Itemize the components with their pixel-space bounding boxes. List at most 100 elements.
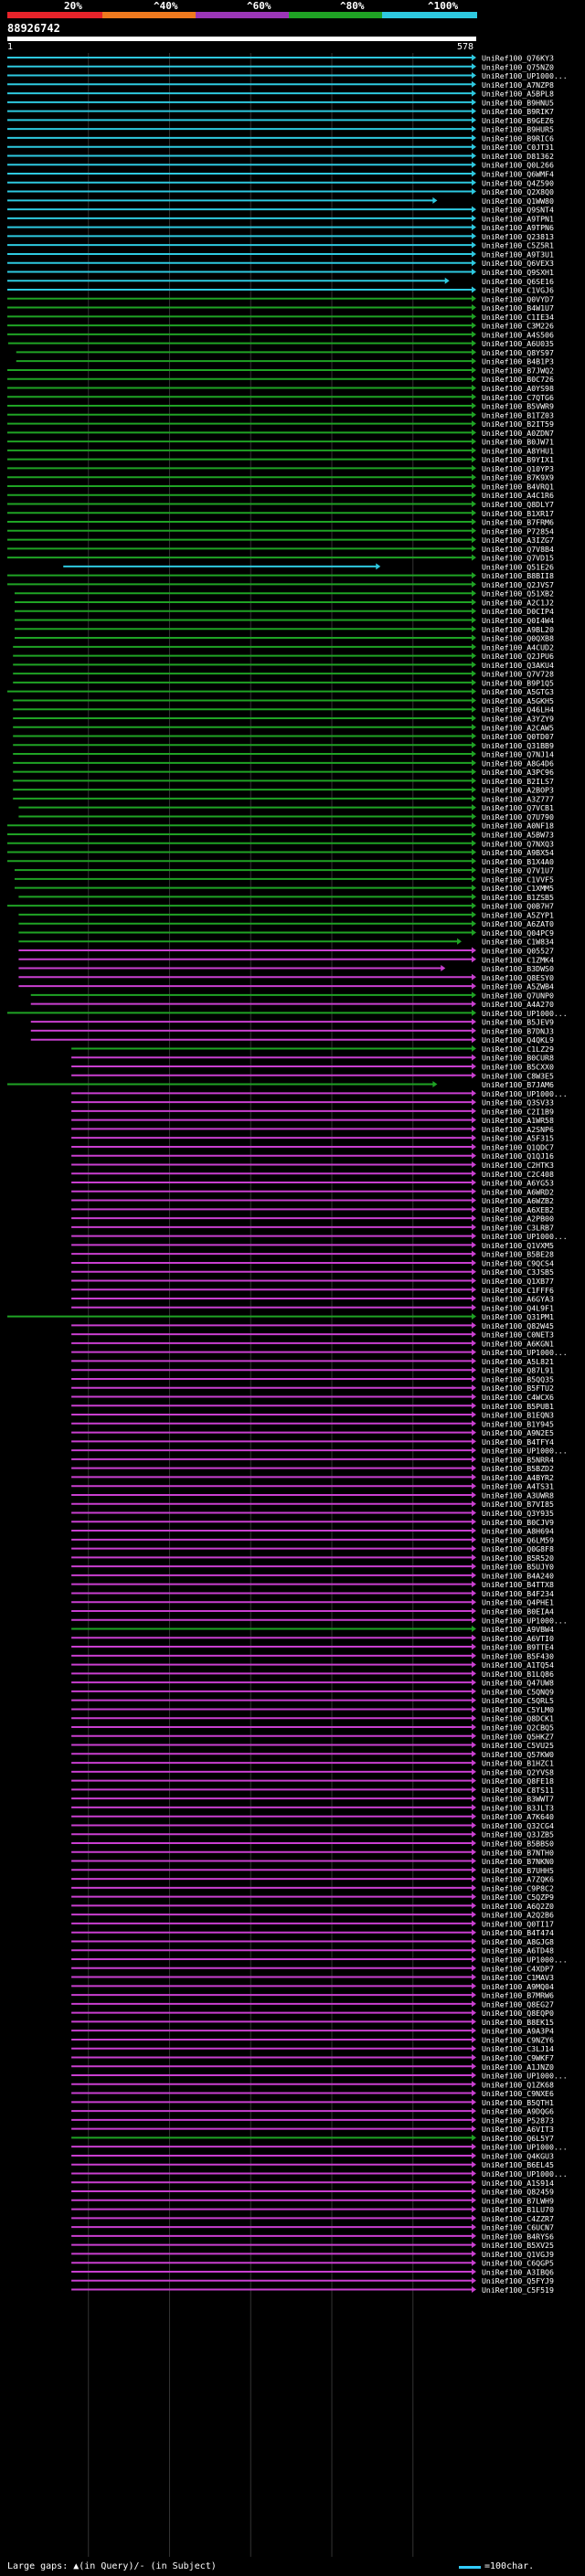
hit-row[interactable]: UniRef100_Q9SXH1 — [7, 268, 554, 277]
hit-row[interactable]: UniRef100_B9YIX1 — [7, 455, 554, 464]
hit-row[interactable]: UniRef100_Q7VD15 — [7, 554, 554, 563]
hit-label[interactable]: UniRef100_Q7U790 — [482, 812, 554, 822]
hit-label[interactable]: UniRef100_UP1000... — [482, 1232, 568, 1241]
hit-row[interactable]: UniRef100_C4WCX6 — [71, 1393, 554, 1402]
hit-label[interactable]: UniRef100_A9TPN1 — [482, 214, 554, 223]
hit-label[interactable]: UniRef100_A5GKH5 — [482, 696, 554, 705]
hit-row[interactable]: UniRef100_B1X4A0 — [7, 857, 554, 866]
hit-label[interactable]: UniRef100_B1Y945 — [482, 1419, 554, 1428]
hit-label[interactable]: UniRef100_B5UJY0 — [482, 1563, 554, 1572]
hit-row[interactable]: UniRef100_C3M226 — [7, 322, 554, 331]
hit-row[interactable]: UniRef100_B7JAM6 — [7, 1080, 554, 1089]
hit-label[interactable]: UniRef100_Q5HKZ7 — [482, 1732, 554, 1741]
hit-label[interactable]: UniRef100_A7ZQK6 — [482, 1875, 554, 1884]
hit-row[interactable]: UniRef100_C1MAV3 — [71, 1973, 554, 1982]
hit-label[interactable]: UniRef100_A6GYA3 — [482, 1295, 554, 1304]
hit-row[interactable]: UniRef100_Q7V8B4 — [7, 545, 554, 554]
hit-label[interactable]: UniRef100_A0ZDN7 — [482, 429, 554, 438]
hit-label[interactable]: UniRef100_B3DWS0 — [482, 964, 554, 973]
hit-label[interactable]: UniRef100_B5NRR4 — [482, 1455, 554, 1464]
hit-label[interactable]: UniRef100_Q57KW0 — [482, 1750, 554, 1759]
hit-label[interactable]: UniRef100_A6VIT3 — [482, 2125, 554, 2134]
hit-row[interactable]: UniRef100_Q76KY3 — [7, 54, 554, 63]
hit-label[interactable]: UniRef100_A6KGN1 — [482, 1339, 554, 1348]
hit-label[interactable]: UniRef100_UP1000... — [482, 1009, 568, 1018]
hit-row[interactable]: UniRef100_A1S914 — [71, 2178, 554, 2188]
hit-row[interactable]: UniRef100_B5UJY0 — [71, 1563, 554, 1572]
hit-label[interactable]: UniRef100_UP1000... — [482, 71, 568, 80]
hit-label[interactable]: UniRef100_C3LJ14 — [482, 2044, 554, 2053]
hit-row[interactable]: UniRef100_Q0B7H7 — [7, 902, 554, 911]
hit-label[interactable]: UniRef100_Q0L266 — [482, 161, 554, 170]
hit-row[interactable]: UniRef100_Q3SV33 — [71, 1098, 554, 1108]
hit-label[interactable]: UniRef100_Q23813 — [482, 232, 554, 241]
hit-label[interactable]: UniRef100_C6UCN7 — [482, 2223, 554, 2232]
hit-label[interactable]: UniRef100_B7LWH9 — [482, 2196, 554, 2205]
hit-label[interactable]: UniRef100_B3JLT3 — [482, 1803, 554, 1812]
hit-row[interactable]: UniRef100_Q8ESY0 — [18, 973, 554, 982]
hit-label[interactable]: UniRef100_Q7VCB1 — [482, 803, 554, 812]
hit-row[interactable]: UniRef100_A5BPL8 — [7, 90, 554, 99]
hit-row[interactable]: UniRef100_A9T3U1 — [7, 249, 554, 259]
hit-row[interactable]: UniRef100_A5F315 — [71, 1134, 554, 1143]
hit-row[interactable]: UniRef100_B5BBS0 — [71, 1839, 554, 1849]
hit-row[interactable]: UniRef100_Q0L266 — [7, 161, 554, 170]
hit-row[interactable]: UniRef100_B7NTH0 — [71, 1848, 554, 1857]
hit-label[interactable]: UniRef100_UP1000... — [482, 2169, 568, 2178]
hit-label[interactable]: UniRef100_A9T3U1 — [482, 249, 554, 259]
hit-row[interactable]: UniRef100_C2HTK3 — [71, 1161, 554, 1170]
hit-label[interactable]: UniRef100_C1IE34 — [482, 313, 554, 322]
hit-row[interactable]: UniRef100_A2Q2B6 — [71, 1911, 554, 1920]
hit-row[interactable]: UniRef100_A6VIT3 — [71, 2125, 554, 2134]
hit-row[interactable]: UniRef100_Q6L5Y7 — [71, 2134, 554, 2143]
hit-label[interactable]: UniRef100_B1TZ03 — [482, 410, 554, 419]
hit-label[interactable]: UniRef100_A5F315 — [482, 1134, 554, 1143]
hit-label[interactable]: UniRef100_Q7NJ14 — [482, 750, 554, 759]
hit-label[interactable]: UniRef100_C7QTG6 — [482, 393, 554, 402]
hit-row[interactable]: UniRef100_Q4KGU3 — [71, 2151, 554, 2160]
hit-row[interactable]: UniRef100_C1FFF6 — [71, 1286, 554, 1295]
hit-label[interactable]: UniRef100_C4XDP7 — [482, 1964, 554, 1973]
hit-label[interactable]: UniRef100_B0C726 — [482, 375, 554, 384]
hit-row[interactable]: UniRef100_Q3AKU4 — [13, 661, 554, 670]
hit-label[interactable]: UniRef100_A2CAW5 — [482, 723, 554, 732]
hit-label[interactable]: UniRef100_A2Q2B6 — [482, 1911, 554, 1920]
hit-row[interactable]: UniRef100_P72854 — [7, 526, 554, 535]
hit-label[interactable]: UniRef100_C4ZZR7 — [482, 2214, 554, 2223]
hit-row[interactable]: UniRef100_B0CUR8 — [71, 1054, 554, 1063]
hit-label[interactable]: UniRef100_Q1QJ16 — [482, 1151, 554, 1161]
hit-label[interactable]: UniRef100_B9RIK7 — [482, 107, 554, 116]
hit-label[interactable]: UniRef100_A8G4D6 — [482, 758, 554, 768]
hit-row[interactable]: UniRef100_B3JLT3 — [71, 1803, 554, 1812]
hit-row[interactable]: UniRef100_Q23813 — [7, 232, 554, 241]
hit-row[interactable]: UniRef100_A6Q2Z0 — [71, 1902, 554, 1911]
hit-row[interactable]: UniRef100_Q7NXQ3 — [7, 839, 554, 848]
hit-row[interactable]: UniRef100_A7ZQK6 — [71, 1875, 554, 1884]
hit-label[interactable]: UniRef100_B7JWQ2 — [482, 366, 554, 375]
hit-row[interactable]: UniRef100_A9TPN6 — [7, 223, 554, 232]
hit-label[interactable]: UniRef100_Q0TI17 — [482, 1919, 554, 1928]
hit-label[interactable]: UniRef100_B5PUB1 — [482, 1402, 554, 1411]
hit-label[interactable]: UniRef100_A4BYR2 — [482, 1473, 554, 1482]
hit-row[interactable]: UniRef100_Q4QKL9 — [30, 1035, 554, 1044]
hit-label[interactable]: UniRef100_B3WWT7 — [482, 1795, 554, 1804]
hit-label[interactable]: UniRef100_Q51XB2 — [482, 589, 554, 599]
hit-label[interactable]: UniRef100_C0JT31 — [482, 143, 554, 152]
hit-row[interactable]: UniRef100_B5NRR4 — [71, 1455, 554, 1464]
hit-row[interactable]: UniRef100_A7K640 — [71, 1812, 554, 1821]
hit-label[interactable]: UniRef100_Q6L5Y7 — [482, 2134, 554, 2143]
hit-label[interactable]: UniRef100_A3UWR8 — [482, 1490, 554, 1500]
hit-label[interactable]: UniRef100_B9GEZ6 — [482, 116, 554, 125]
hit-label[interactable]: UniRef100_C2I1B9 — [482, 1107, 554, 1116]
hit-label[interactable]: UniRef100_Q10YP3 — [482, 464, 554, 473]
hit-row[interactable]: UniRef100_UP1000... — [71, 2143, 568, 2152]
hit-label[interactable]: UniRef100_Q8YS97 — [482, 348, 554, 357]
hit-row[interactable]: UniRef100_D81362 — [7, 152, 554, 161]
hit-label[interactable]: UniRef100_UP1000... — [482, 1616, 568, 1625]
hit-label[interactable]: UniRef100_A5GTG3 — [482, 687, 554, 696]
hit-label[interactable]: UniRef100_B1LQ86 — [482, 1670, 554, 1679]
hit-row[interactable]: UniRef100_A0NF18 — [7, 822, 554, 831]
hit-row[interactable]: UniRef100_B0C726 — [7, 375, 554, 384]
hit-label[interactable]: UniRef100_A4C1R6 — [482, 491, 554, 500]
hit-row[interactable]: UniRef100_Q0G8F8 — [71, 1544, 554, 1553]
